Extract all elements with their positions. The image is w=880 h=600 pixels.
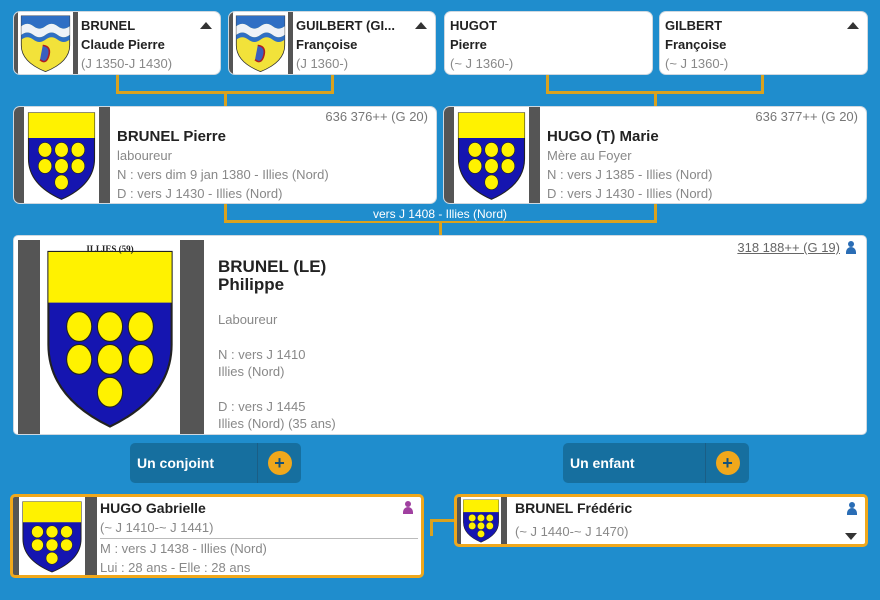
person-name: HUGO Gabrielle xyxy=(100,500,206,516)
person-name: BRUNEL Frédéric xyxy=(515,500,633,516)
caret-up-icon[interactable] xyxy=(200,22,212,29)
given-name: Pierre xyxy=(450,37,487,52)
caret-up-icon[interactable] xyxy=(415,22,427,29)
connector xyxy=(654,91,657,108)
birth-place: Illies (Nord) xyxy=(218,364,285,379)
given-name: Françoise xyxy=(296,37,358,52)
button-label: Un enfant xyxy=(570,455,635,471)
death: D : vers J 1445 xyxy=(218,398,306,414)
connector xyxy=(116,74,119,94)
coat-of-arms xyxy=(444,107,540,203)
surname: BRUNEL (LE) xyxy=(218,257,327,276)
connector xyxy=(654,203,657,223)
connector xyxy=(430,519,454,522)
add-spouse-button[interactable]: Un conjoint + xyxy=(130,443,301,483)
occupation: laboureur xyxy=(117,148,172,163)
coat-of-arms xyxy=(13,497,97,575)
coat-of-arms xyxy=(14,107,110,203)
death: D : vers J 1430 - Illies (Nord) xyxy=(117,186,283,201)
death-place: Illies (Nord) (35 ans) xyxy=(218,416,336,431)
connector xyxy=(224,91,227,108)
caret-down-icon[interactable] xyxy=(845,533,857,540)
grandparent-card[interactable]: GILBERT Françoise (~ J 1360-) xyxy=(660,12,867,74)
surname: GILBERT xyxy=(665,18,723,33)
dates: (~ J 1360-) xyxy=(665,56,729,71)
ages: Lui : 28 ans - Elle : 28 ans xyxy=(100,560,251,575)
connector xyxy=(761,74,764,94)
dates: (J 1350-J 1430) xyxy=(81,56,173,71)
plus-icon: + xyxy=(715,451,740,475)
connector xyxy=(439,220,442,237)
grandparent-card[interactable]: GUILBERT (GI... Françoise (J 1360-) xyxy=(229,12,435,74)
dates: (~ J 1410-~ J 1441) xyxy=(100,518,418,539)
sosa-number: 636 377++ (G 20) xyxy=(755,109,858,124)
given-name: Claude Pierre xyxy=(81,37,165,52)
coat-of-arms xyxy=(14,12,78,74)
female-person-icon xyxy=(403,501,413,514)
given-name: Philippe xyxy=(218,275,285,294)
dates: (J 1360-) xyxy=(296,56,349,71)
sosa-link[interactable]: 318 188++ (G 19) xyxy=(737,240,840,255)
sosa-number: 636 376++ (G 20) xyxy=(325,109,428,124)
surname: GUILBERT (GI... xyxy=(296,18,395,33)
father-card[interactable]: 636 376++ (G 20) BRUNEL Pierre laboureur N… xyxy=(14,107,436,203)
occupation: Laboureur xyxy=(218,312,278,327)
connector xyxy=(224,203,227,223)
death: D : vers J 1430 - Illies (Nord) xyxy=(547,186,713,201)
marriage-info: M : vers J 1438 - Illies (Nord) xyxy=(100,541,267,556)
birth: N : vers dim 9 jan 1380 - Illies (Nord) xyxy=(117,167,329,182)
birth: N : vers J 1385 - Illies (Nord) xyxy=(547,167,713,182)
surname: BRUNEL xyxy=(81,18,136,33)
spouse-card[interactable]: HUGO Gabrielle (~ J 1410-~ J 1441) M : v… xyxy=(10,494,424,578)
connector xyxy=(546,74,549,94)
crest-caption: ILLIES (59) xyxy=(86,244,134,254)
connector xyxy=(331,74,334,94)
birth: N : vers J 1410 xyxy=(218,346,306,362)
person-name: BRUNEL Pierre xyxy=(117,128,226,145)
mother-card[interactable]: 636 377++ (G 20) HUGO (T) Marie Mère au F… xyxy=(444,107,866,203)
dates: (~ J 1440-~ J 1470) xyxy=(515,524,629,539)
coat-of-arms: ILLIES (59) xyxy=(18,240,204,434)
plus-icon: + xyxy=(267,451,292,475)
caret-up-icon[interactable] xyxy=(847,22,859,29)
surname: HUGOT xyxy=(450,18,497,33)
coat-of-arms xyxy=(457,497,507,544)
button-label: Un conjoint xyxy=(137,455,214,471)
marriage-label: vers J 1408 - Illies (Nord) xyxy=(340,207,540,221)
dates: (~ J 1360-) xyxy=(450,56,514,71)
male-person-icon xyxy=(847,502,857,515)
grandparent-card[interactable]: HUGOT Pierre (~ J 1360-) xyxy=(445,12,652,74)
connector xyxy=(430,520,433,536)
grandparent-card[interactable]: BRUNEL Claude Pierre (J 1350-J 1430) xyxy=(14,12,220,74)
male-person-icon xyxy=(846,241,856,254)
child-card[interactable]: BRUNEL Frédéric (~ J 1440-~ J 1470) xyxy=(454,494,868,547)
given-name: Françoise xyxy=(665,37,727,52)
coat-of-arms xyxy=(229,12,293,74)
main-person-card: ILLIES (59) BRUNEL (LE) Philippe Laboure… xyxy=(14,236,866,434)
add-child-button[interactable]: Un enfant + xyxy=(563,443,749,483)
person-name: HUGO (T) Marie xyxy=(547,128,659,145)
occupation: Mère au Foyer xyxy=(547,148,632,163)
